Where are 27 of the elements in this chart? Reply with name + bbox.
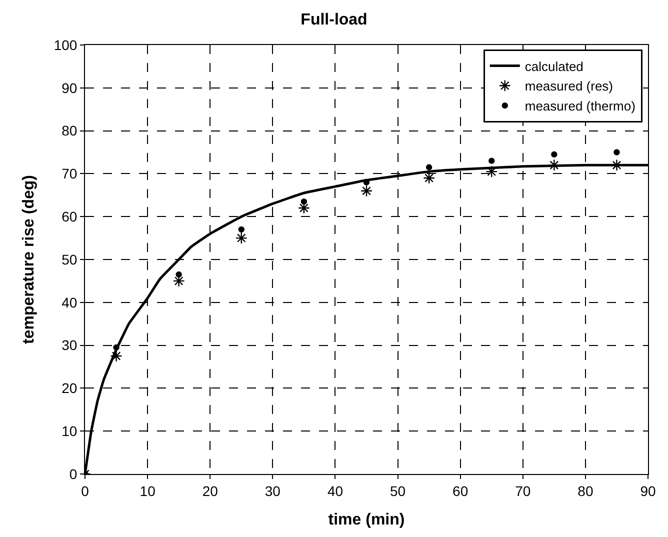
y-tick-label: 30 [62,337,78,354]
y-tick-label: 60 [62,208,78,224]
y-tick-label: 90 [62,80,78,96]
x-tick-label: 0 [81,482,90,499]
legend-label: measured (thermo) [524,98,636,114]
legend-label: measured (res) [524,78,614,94]
y-tick-label: 100 [54,36,78,53]
x-tick-label: 70 [515,482,531,499]
x-tick-label: 10 [140,482,156,499]
x-tick-label: 80 [578,482,594,499]
x-tick-label: 30 [264,482,281,499]
x-tick-label: 50 [390,482,406,499]
y-tick-label: 70 [62,166,78,182]
legend-label: calculated [524,58,584,74]
y-tick-label: 20 [62,380,78,396]
x-tick-label: 90 [640,482,656,499]
y-tick-label: 40 [62,294,78,310]
x-tick-label: 20 [202,482,218,499]
y-tick-label: 50 [62,251,78,268]
y-axis-title: temperature rise (deg) [20,175,38,344]
chart-title: Full-load [300,12,368,29]
x-axis-title: time (min) [328,512,405,528]
y-tick-label: 10 [62,423,78,439]
y-tick-label: 80 [62,122,78,139]
x-tick-label: 60 [452,482,468,499]
x-tick-label: 40 [327,482,344,499]
y-tick-label: 0 [69,466,78,482]
